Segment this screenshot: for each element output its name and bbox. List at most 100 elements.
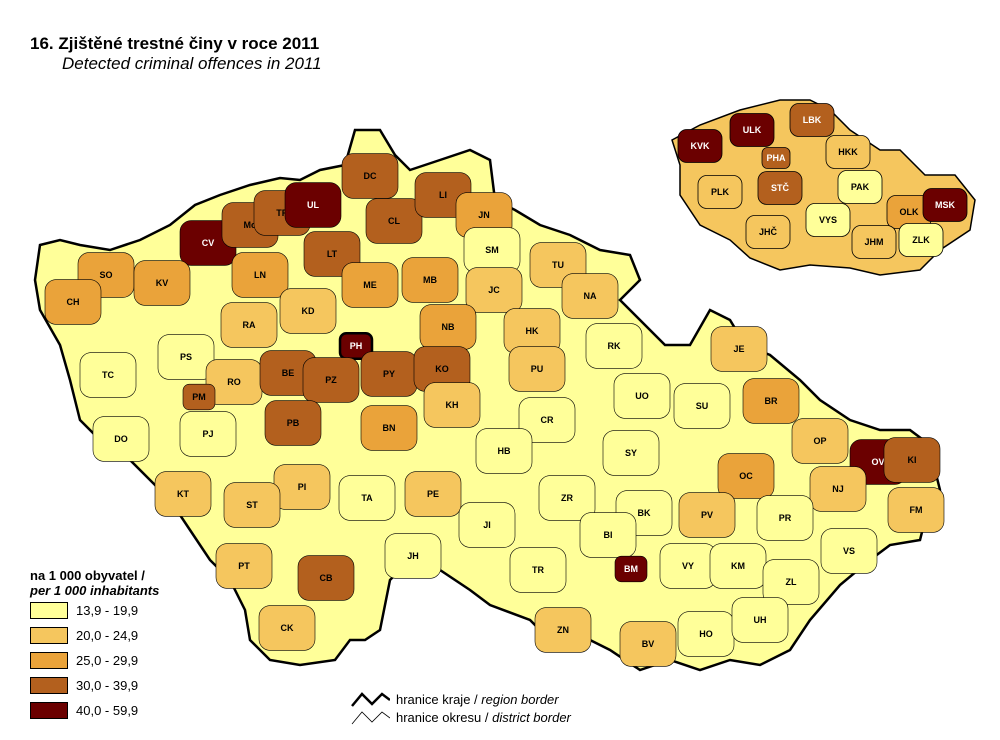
district-label: UL: [307, 200, 319, 210]
district-label: TC: [102, 370, 114, 380]
district-shape: [458, 502, 516, 548]
district-label: KT: [177, 489, 189, 499]
district-label: JC: [488, 285, 500, 295]
legend-label: 30,0 - 39,9: [76, 678, 139, 693]
district-shape: [717, 453, 775, 499]
district-jc: JC: [465, 267, 523, 313]
legend-swatch: [30, 602, 68, 619]
district-pr: PR: [756, 495, 814, 541]
district-shape: [360, 405, 418, 451]
district-label: OP: [813, 436, 826, 446]
district-label: RO: [227, 377, 241, 387]
district-me: ME: [341, 262, 399, 308]
district-label: ZR: [561, 493, 573, 503]
district-label: OV: [871, 457, 884, 467]
district-label: TU: [552, 260, 564, 270]
region-label: KVK: [690, 141, 710, 151]
district-su: SU: [673, 383, 731, 429]
district-op: OP: [791, 418, 849, 464]
district-label: BN: [383, 423, 396, 433]
legend-label: 25,0 - 29,9: [76, 653, 139, 668]
district-shape: [341, 262, 399, 308]
legend-subtitle: per 1 000 inhabitants: [30, 583, 160, 598]
district-ck: CK: [258, 605, 316, 651]
district-vy: VY: [659, 543, 717, 589]
district-shape: [423, 382, 481, 428]
legend-swatch: [30, 677, 68, 694]
district-label: VS: [843, 546, 855, 556]
district-border-legend: hranice okresu / district border: [350, 708, 571, 726]
district-bv: BV: [619, 621, 677, 667]
district-fm: FM: [887, 487, 945, 533]
district-pz: PZ: [302, 357, 360, 403]
district-ho: HO: [677, 611, 735, 657]
district-label: NA: [584, 291, 597, 301]
district-shape: [614, 555, 648, 583]
district-label: CL: [388, 216, 400, 226]
district-border-line-icon: [351, 711, 390, 725]
region-shape: [789, 103, 835, 137]
district-label: ME: [363, 280, 377, 290]
district-shape: [404, 471, 462, 517]
region-shape: [757, 171, 803, 205]
legend-label: 13,9 - 19,9: [76, 603, 139, 618]
district-label: CB: [320, 573, 333, 583]
district-shape: [678, 492, 736, 538]
district-shape: [820, 528, 878, 574]
district-mb: MB: [401, 257, 459, 303]
district-ch: CH: [44, 279, 102, 325]
district-label: BI: [604, 530, 613, 540]
district-shape: [338, 475, 396, 521]
district-label: PI: [298, 482, 307, 492]
district-pj: PJ: [179, 411, 237, 457]
region-shape: [697, 175, 743, 209]
district-shape: [231, 252, 289, 298]
district-shape: [762, 559, 820, 605]
district-py: PY: [360, 351, 418, 397]
district-kt: KT: [154, 471, 212, 517]
district-label: BE: [282, 368, 295, 378]
district-label: OC: [739, 471, 753, 481]
district-nj: NJ: [809, 466, 867, 512]
district-shape: [284, 182, 342, 228]
district-label: HK: [526, 326, 539, 336]
legend-swatch: [30, 627, 68, 644]
map-subtitle: Detected criminal offences in 2011: [62, 54, 322, 73]
district-vs: VS: [820, 528, 878, 574]
region-label: ZLK: [912, 235, 930, 245]
district-shape: [579, 512, 637, 558]
region-label: STČ: [771, 182, 790, 193]
map-title: 16. Zjištěné trestné činy v roce 2011: [30, 34, 320, 53]
region-label: HKK: [838, 147, 858, 157]
district-label: JN: [478, 210, 490, 220]
district-label: DO: [114, 434, 128, 444]
region-11: JHČ: [745, 215, 791, 249]
district-label: PR: [779, 513, 792, 523]
district-label: ZL: [786, 577, 797, 587]
district-shape: [215, 543, 273, 589]
region-label: PLK: [711, 187, 730, 197]
legend-row: 30,0 - 39,9: [30, 673, 159, 698]
district-shape: [731, 597, 789, 643]
district-shape: [883, 437, 941, 483]
region-shape: [761, 147, 791, 169]
district-label: CR: [541, 415, 554, 425]
district-sy: SY: [602, 430, 660, 476]
district-pu: PU: [508, 346, 566, 392]
region-1: ULK: [729, 113, 775, 147]
district-label: ZN: [557, 625, 569, 635]
district-shape: [756, 495, 814, 541]
region-label: JHM: [864, 237, 883, 247]
region-shape: [922, 188, 968, 222]
district-cb: CB: [297, 555, 355, 601]
district-shape: [534, 607, 592, 653]
district-shape: [509, 547, 567, 593]
region-shape: [825, 135, 871, 169]
region-border-line-icon: [351, 692, 390, 707]
district-cr: CR: [518, 397, 576, 443]
district-label: TP: [276, 208, 288, 218]
district-label: MB: [423, 275, 437, 285]
district-label: CV: [202, 238, 215, 248]
district-tr: TR: [509, 547, 567, 593]
